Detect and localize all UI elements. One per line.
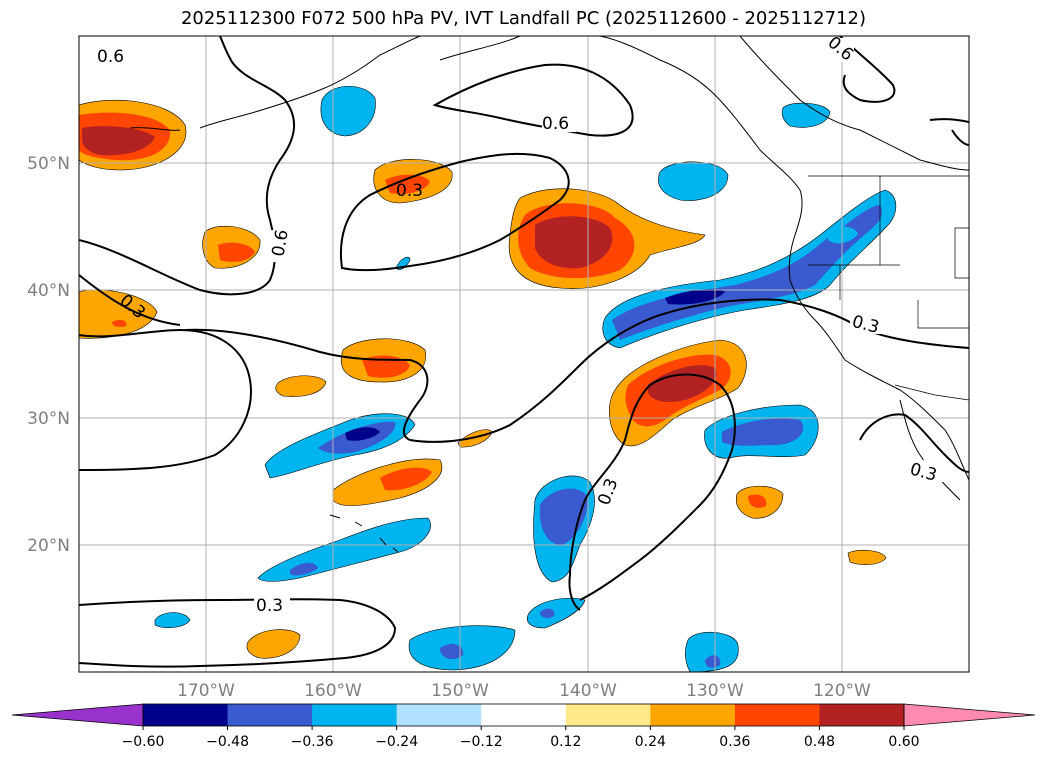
colorbar-bin bbox=[227, 704, 313, 726]
colorbar-tick-label: 0.48 bbox=[804, 734, 835, 750]
negative-anomaly-140w-22n bbox=[533, 475, 595, 583]
lat-label: 30°N bbox=[27, 409, 70, 429]
colorbar-tick-label: −0.24 bbox=[375, 734, 418, 750]
lon-label: 170°W bbox=[177, 681, 235, 701]
positive-anomaly-central bbox=[508, 188, 706, 289]
negative-anomaly-hawaii bbox=[257, 517, 431, 582]
lon-label: 120°W bbox=[813, 681, 871, 701]
lon-label: 160°W bbox=[304, 681, 362, 701]
negative-anomaly-river bbox=[602, 189, 897, 349]
colorbar-tick-label: 0.60 bbox=[888, 734, 919, 750]
coastlines bbox=[129, 36, 969, 553]
lon-label: 150°W bbox=[431, 681, 489, 701]
gridlines bbox=[79, 36, 969, 672]
colorbar: −0.60 −0.48 −0.36 −0.24 −0.12 0.12 0.24 0.36 0.4… bbox=[11, 703, 1036, 750]
positive-anomaly-125w bbox=[735, 485, 784, 519]
colorbar-tick-label: −0.12 bbox=[460, 734, 503, 750]
positive-anomaly-130w bbox=[609, 339, 747, 447]
map-title: 2025112300 F072 500 hPa PV, IVT Landfall… bbox=[180, 8, 867, 29]
positive-anomaly-152w bbox=[332, 458, 443, 506]
negative-anomaly-130w-47n bbox=[658, 161, 729, 201]
negative-anomaly-160w-28n bbox=[264, 413, 416, 479]
colorbar-bin bbox=[481, 704, 567, 726]
colorbar-tick-label: −0.60 bbox=[122, 734, 165, 750]
colorbar-tick-label: −0.48 bbox=[206, 734, 249, 750]
lat-label: 20°N bbox=[27, 536, 70, 556]
contour-label: 0.6 bbox=[97, 47, 124, 67]
positive-anomaly-west bbox=[79, 289, 158, 339]
colorbar-tick-label: 0.12 bbox=[550, 734, 581, 750]
positive-anomaly-118w bbox=[847, 549, 887, 565]
latitude-labels: 20°N 30°N 40°N 50°N bbox=[27, 154, 70, 556]
colorbar-tick-label: −0.36 bbox=[291, 734, 334, 750]
negative-anomaly-south-150w bbox=[408, 625, 516, 671]
longitude-labels: 170°W 160°W 150°W 140°W 130°W 120°W bbox=[177, 681, 871, 701]
positive-anomaly-165w bbox=[202, 225, 261, 269]
negative-anomaly-bc-coast bbox=[781, 102, 831, 128]
shaded-fields bbox=[79, 86, 897, 672]
lat-label: 40°N bbox=[27, 281, 70, 301]
positive-anomaly-nw bbox=[79, 99, 187, 171]
negative-anomaly-aleutian bbox=[320, 86, 376, 137]
contour-label: 0.6 bbox=[268, 228, 292, 258]
positive-anomaly-south bbox=[246, 629, 301, 659]
colorbar-bin bbox=[819, 704, 905, 726]
plot-frame bbox=[78, 35, 970, 673]
lat-label: 50°N bbox=[27, 154, 70, 174]
positive-anomaly-small-148w bbox=[457, 429, 493, 448]
colorbar-bin bbox=[143, 704, 229, 726]
positive-anomaly-165w-small bbox=[275, 375, 327, 397]
negative-anomaly-small-155w-42n bbox=[395, 256, 411, 270]
colorbar-bin bbox=[650, 704, 736, 726]
colorbar-tick-label: 0.36 bbox=[719, 734, 750, 750]
negative-anomaly-130w-10n bbox=[684, 631, 739, 672]
lon-label: 130°W bbox=[686, 681, 744, 701]
colorbar-bin bbox=[565, 704, 651, 726]
negative-anomaly-168w-12n bbox=[154, 612, 191, 629]
lon-label: 140°W bbox=[559, 681, 617, 701]
colorbar-bin bbox=[734, 704, 820, 726]
colorbar-over-arrow bbox=[903, 703, 1036, 727]
colorbar-bin bbox=[312, 704, 398, 726]
colorbar-frame bbox=[142, 703, 905, 727]
contour-label: 0.3 bbox=[256, 596, 283, 616]
political-borders bbox=[808, 175, 969, 401]
colorbar-under-arrow bbox=[11, 703, 144, 727]
pv-contours bbox=[79, 36, 969, 668]
contour-label: 0.3 bbox=[396, 181, 423, 201]
colorbar-bin bbox=[396, 704, 482, 726]
negative-anomaly-142w-12n bbox=[526, 597, 586, 629]
contour-label-group: 0.6 0.6 0.6 0.6 0.3 0.3 0.3 0.3 0.3 0.3 bbox=[95, 33, 944, 616]
contour-label: 0.6 bbox=[542, 114, 569, 134]
colorbar-tick-label: 0.24 bbox=[635, 734, 666, 750]
negative-anomaly-128w-29n bbox=[704, 404, 819, 459]
